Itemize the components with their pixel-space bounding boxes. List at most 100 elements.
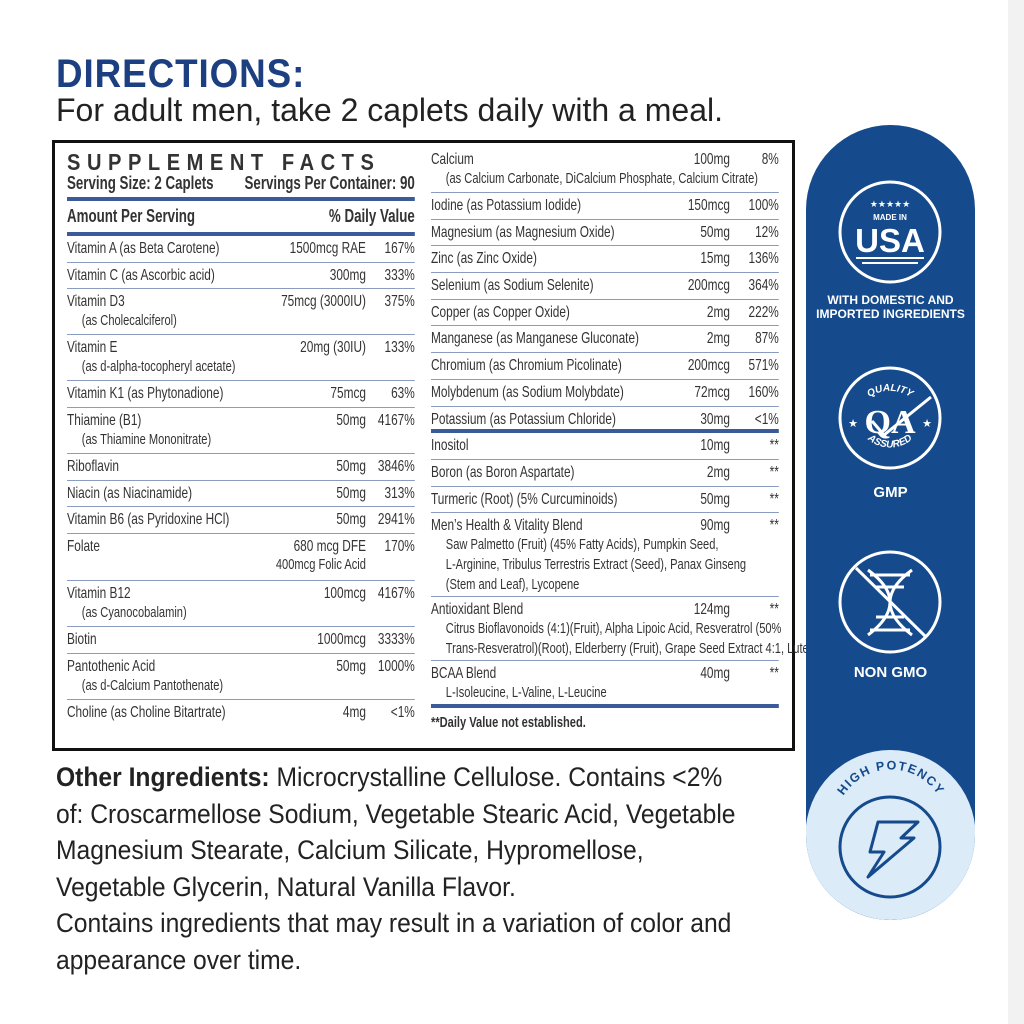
divider <box>67 232 415 236</box>
nutrient-amount: 150mcg <box>687 197 730 214</box>
daily-value: 3333% <box>377 631 415 649</box>
divider <box>67 197 415 201</box>
svg-text:★: ★ <box>922 418 932 430</box>
daily-value: 3846% <box>377 458 415 476</box>
nutrient-row: Boron (as Boron Aspartate) 2mg ** <box>431 460 779 487</box>
nutrient-amount: 1000mcg <box>317 631 366 649</box>
nutrient-amount: 30mg <box>700 410 730 428</box>
svg-text:ASSURED: ASSURED <box>865 432 914 450</box>
nutrient-amount: 75mcg (3000IU) <box>281 293 366 311</box>
nutrient-amount: 90mg <box>700 517 730 535</box>
daily-value: ** <box>769 463 779 481</box>
nutrient-name: Vitamin B6 (as Pyridoxine HCl) <box>67 511 230 529</box>
daily-value: 1000% <box>377 657 415 675</box>
nutrient-row: Vitamin B6 (as Pyridoxine HCl) 50mg 2941% <box>67 507 415 535</box>
daily-value: 87% <box>755 330 779 348</box>
directions-text: For adult men, take 2 caplets daily with… <box>56 92 723 128</box>
nutrient-amount: 2mg <box>706 303 730 321</box>
nutrient-name: Vitamin D3 <box>67 293 125 311</box>
footnote: **Daily Value not established. <box>431 714 586 732</box>
nutrient-source: (as Cholecalciferol) <box>81 312 177 330</box>
nutrient-amount: 50mg <box>336 484 366 502</box>
daily-value: 8% <box>761 151 779 168</box>
daily-value: 4167% <box>377 585 415 603</box>
blend-ingredients: Trans-Resveratrol)(Root), Elderberry (Fr… <box>445 640 818 658</box>
daily-value: 375% <box>384 293 415 311</box>
daily-value: 63% <box>391 385 415 403</box>
daily-value: 167% <box>384 240 415 257</box>
nutrient-source: (as Thiamine Mononitrate) <box>81 431 212 449</box>
servings-per-container: Servings Per Container: 90 <box>244 173 415 193</box>
nutrient-row: Biotin 1000mcg 3333% <box>67 627 415 654</box>
nutrient-source: (as d-Calcium Pantothenate) <box>81 676 224 694</box>
nutrient-amount: 680 mcg DFE 400mcg Folic Acid <box>276 538 366 573</box>
nutrient-amount: 72mcg <box>694 383 730 401</box>
nutrient-row: Zinc (as Zinc Oxide) 15mg 136% <box>431 246 779 274</box>
daily-value: <1% <box>754 410 779 428</box>
daily-value: 170% <box>384 538 415 556</box>
made-in-usa-icon: ★★★★★ MADE IN USA <box>838 180 942 284</box>
nutrient-amount: 40mg <box>700 665 730 683</box>
svg-text:★: ★ <box>848 418 858 430</box>
nutrient-amount: 50mg <box>336 458 366 476</box>
svg-text:QUALITY: QUALITY <box>865 383 915 401</box>
nutrient-name: BCAA Blend <box>431 665 497 683</box>
column-headers: Amount Per Serving % Daily Value <box>67 204 415 229</box>
other-ingredients-label: Other Ingredients: <box>56 762 270 792</box>
nutrient-row: BCAA Blend L-Isoleucine, L-Valine, L-Leuc… <box>431 661 779 709</box>
nutrient-amount: 50mg <box>336 412 366 430</box>
nutrient-row: Copper (as Copper Oxide) 2mg 222% <box>431 300 779 327</box>
nutrient-row: Magnesium (as Magnesium Oxide) 50mg 12% <box>431 220 779 247</box>
nutrient-row: Folate 680 mcg DFE 400mcg Folic Acid 170% <box>67 534 415 582</box>
blend-ingredients: Saw Palmetto (Fruit) (45% Fatty Acids), … <box>445 536 719 554</box>
svg-text:USA: USA <box>855 222 925 259</box>
daily-value: ** <box>769 665 779 683</box>
nutrient-name: Vitamin A (as Beta Carotene) <box>67 240 220 257</box>
nutrient-amount: 200mcg <box>687 277 730 295</box>
daily-value: ** <box>769 490 779 508</box>
nutrient-name: Iodine (as Potassium Iodide) <box>431 197 582 214</box>
usa-label: WITH DOMESTIC AND IMPORTED INGREDIENTS <box>816 293 965 321</box>
nutrient-row: Vitamin K1 (as Phytonadione) 75mcg 63% <box>67 381 415 409</box>
nutrient-amount: 2mg <box>706 330 730 348</box>
supplement-facts-panel: SUPPLEMENT FACTS Serving Size: 2 Caplets… <box>52 140 818 751</box>
daily-value: 12% <box>755 223 779 241</box>
nutrient-amount: 100mcg <box>323 585 366 603</box>
non-gmo-dna-icon <box>838 550 942 654</box>
daily-value: ** <box>769 437 779 455</box>
nutrient-row: Vitamin D3 (as Cholecalciferol) 75mcg (300… <box>67 289 415 336</box>
nutrient-amount: 50mg <box>336 511 366 529</box>
nutrient-name: Molybdenum (as Sodium Molybdate) <box>431 383 624 401</box>
nutrient-row: Iodine (as Potassium Iodide) 150mcg 100% <box>431 193 779 220</box>
nutrient-row: Vitamin B12 (as Cyanocobalamin) 100mcg 4167… <box>67 581 415 628</box>
nutrient-row: Choline (as Choline Bitartrate) 4mg <1% <box>67 700 415 727</box>
nutrient-name: Manganese (as Manganese Gluconate) <box>431 330 639 348</box>
daily-value: 222% <box>748 303 779 321</box>
nutrient-source: (as Cyanocobalamin) <box>81 604 187 622</box>
nutrient-name: Zinc (as Zinc Oxide) <box>431 250 537 268</box>
amount-header: Amount Per Serving <box>67 206 196 226</box>
blend-ingredients: Citrus Bioflavonoids (4:1)(Fruit), Alpha… <box>445 620 782 638</box>
nutrient-name: Folate <box>67 538 100 556</box>
other-ingredients: Other Ingredients: Microcrystalline Cell… <box>56 759 744 978</box>
nutrient-row: Chromium (as Chromium Picolinate) 200mcg 5… <box>431 353 779 380</box>
nutrient-amount: 75mcg <box>330 385 366 403</box>
daily-value: ** <box>769 517 779 535</box>
daily-value: 333% <box>384 266 415 284</box>
nutrient-name: Vitamin B12 <box>67 585 131 603</box>
svg-text:MADE IN: MADE IN <box>873 213 907 222</box>
nutrient-name: Inositol <box>431 437 469 455</box>
daily-value: 313% <box>384 484 415 502</box>
daily-value: 133% <box>384 339 415 357</box>
page-edge <box>1008 0 1024 1024</box>
daily-value: 160% <box>748 383 779 401</box>
daily-value: 2941% <box>377 511 415 529</box>
nutrient-amount: 50mg <box>700 490 730 508</box>
nutrient-amount: 300mg <box>329 266 366 284</box>
nutrient-name: Magnesium (as Magnesium Oxide) <box>431 223 615 241</box>
nutrient-row: Potassium (as Potassium Chloride) 30mg <1% <box>431 407 779 434</box>
dv-header: % Daily Value <box>328 206 415 226</box>
nutrient-row: Inositol 10mg ** <box>431 433 779 460</box>
nutrient-name: Turmeric (Root) (5% Curcuminoids) <box>431 490 618 508</box>
non-gmo-label: NON GMO <box>853 664 928 681</box>
